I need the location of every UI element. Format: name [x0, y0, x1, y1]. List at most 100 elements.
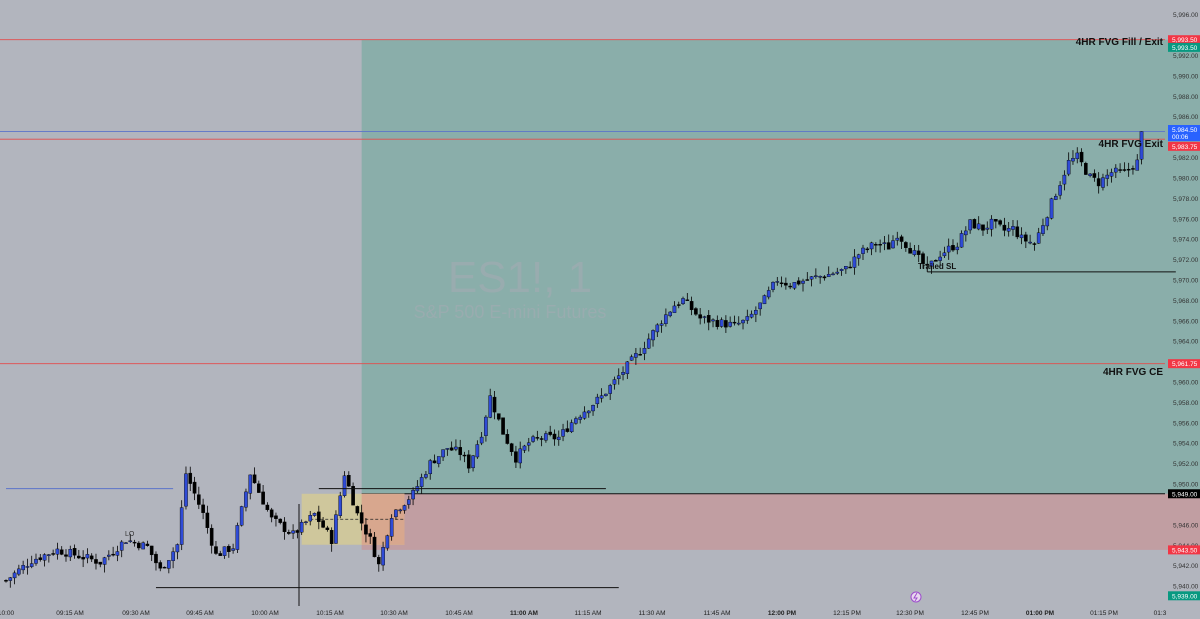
candle-body — [874, 244, 878, 246]
candle — [942, 246, 947, 258]
candle — [1092, 169, 1097, 182]
candle-body — [912, 250, 917, 255]
candle-body — [625, 361, 630, 374]
candle — [4, 579, 8, 583]
candle — [445, 448, 450, 456]
candle-body — [372, 536, 377, 558]
candle — [874, 242, 878, 253]
candle — [625, 361, 630, 379]
candle-body — [338, 495, 343, 516]
price-tick: 5,992.00 — [1173, 53, 1199, 60]
price-tick: 5,976.00 — [1173, 216, 1199, 223]
candle-body — [347, 475, 351, 487]
price-tick: 5,970.00 — [1173, 277, 1199, 284]
candle — [347, 471, 351, 487]
candle — [771, 281, 775, 293]
price-badge-bg — [1168, 125, 1200, 135]
price-axis[interactable]: 5,996.00 5,992.00 5,990.00 5,988.00 5,986.00… — [1168, 12, 1200, 601]
candle-body — [835, 271, 840, 274]
candle-body — [1092, 173, 1097, 178]
candle-body — [398, 509, 403, 512]
candle-body — [561, 429, 565, 437]
candle — [304, 520, 308, 526]
candle-body — [689, 301, 694, 311]
candle — [801, 278, 805, 292]
time-tick: 12:30 PM — [896, 610, 924, 617]
candle — [762, 294, 767, 305]
candle-body — [964, 230, 968, 236]
candle-body — [248, 474, 253, 494]
time-tick: 09:15 AM — [56, 610, 83, 617]
candle-body — [175, 544, 180, 553]
candle — [218, 550, 223, 556]
candle — [539, 435, 544, 447]
candle — [698, 308, 702, 325]
candle-body — [942, 252, 947, 257]
candle-body — [904, 242, 908, 248]
candle-body — [1088, 173, 1092, 176]
candle — [544, 430, 548, 443]
candle-body — [1105, 174, 1110, 179]
candle-body — [805, 279, 810, 281]
candle — [604, 393, 608, 397]
time-tick: 12:00 PM — [768, 610, 796, 617]
candle — [265, 502, 270, 512]
candle-body — [526, 442, 531, 446]
price-badge-bg — [1168, 545, 1200, 555]
price-badge: 5,983.75 — [1168, 141, 1200, 151]
candle — [227, 544, 231, 558]
candle — [398, 508, 403, 514]
candle-body — [711, 319, 715, 322]
candle-body — [634, 353, 638, 358]
candle — [402, 504, 407, 514]
candle — [955, 242, 960, 255]
candle — [119, 540, 124, 558]
candle-body — [994, 219, 998, 222]
candle-body — [972, 219, 977, 229]
candle-body — [646, 338, 651, 349]
candle — [561, 423, 565, 442]
candle — [655, 323, 660, 337]
candle-body — [985, 227, 990, 230]
time-tick: 01:3 — [1154, 610, 1167, 617]
candle — [908, 242, 912, 254]
candle — [107, 550, 111, 561]
annotation-fvg-ce[interactable]: 4HR FVG CE — [1103, 367, 1163, 378]
candle-body — [432, 460, 437, 464]
annotation-fvg-exit[interactable]: 4HR FVG Exit — [1099, 139, 1164, 150]
candle — [522, 444, 527, 453]
time-axis[interactable]: 10:00 09:15 AM 09:30 AM 09:45 AM 10:00 AM 10:… — [0, 610, 1167, 617]
candle — [861, 244, 865, 261]
candle-body — [1054, 196, 1058, 200]
candle-body — [274, 515, 278, 519]
annotation-fvg-fill-exit[interactable]: 4HR FVG Fill / Exit — [1076, 37, 1164, 48]
candle-body — [792, 282, 797, 289]
candle — [1032, 242, 1037, 251]
candle — [466, 450, 471, 474]
price-badge-bg — [1168, 489, 1200, 499]
candle-body — [64, 554, 68, 557]
price-badge: 5,939.00 — [1168, 591, 1200, 601]
candle-body — [149, 545, 154, 556]
price-tick: 5,974.00 — [1173, 237, 1199, 244]
price-badge-text: 00:06 — [1172, 134, 1189, 141]
candle — [719, 317, 724, 328]
symbol-watermark: ES1!, 1 — [448, 253, 592, 302]
price-badge: 5,993.50 — [1168, 35, 1200, 45]
annotation-trailed-sl[interactable]: Trailed SL — [918, 262, 956, 271]
candle-body — [586, 410, 591, 414]
candle-body — [702, 316, 707, 318]
candle-body — [1109, 172, 1114, 177]
candle — [792, 282, 797, 290]
candle-body — [959, 233, 964, 248]
candle — [411, 487, 415, 506]
candle-body — [976, 223, 981, 230]
candle-body — [239, 506, 244, 526]
candle — [1062, 170, 1067, 191]
candle-body — [938, 256, 942, 261]
candle-body — [698, 314, 702, 319]
alert-icon[interactable] — [910, 591, 922, 603]
candle — [612, 376, 617, 390]
